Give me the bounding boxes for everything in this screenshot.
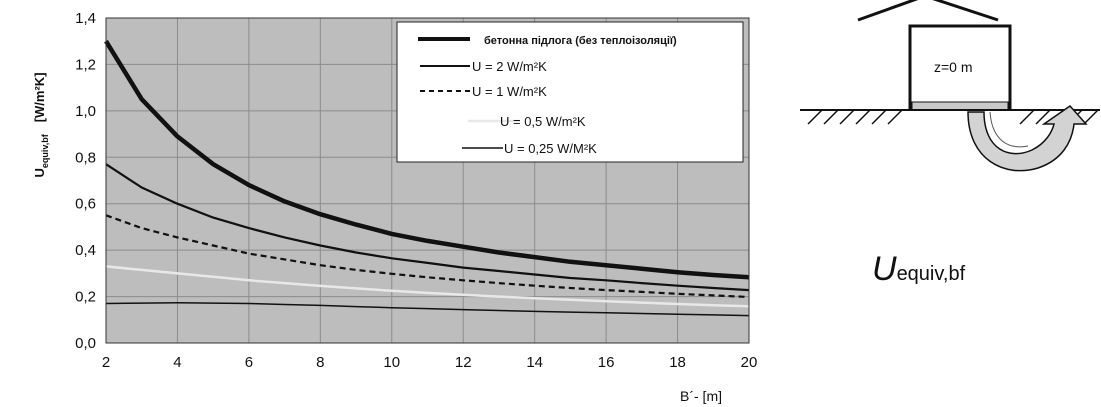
y-axis-label-sub: equiv,bf [40,133,50,168]
heat-flow-arrow-inner [989,111,1029,148]
heat-flow-arrow [967,105,1088,172]
y-axis-label-main: U [32,168,47,177]
legend-label-u025: U = 0,25 W/M²K [504,141,597,156]
x-tick-label: 12 [455,354,472,371]
x-tick-label: 16 [598,354,615,371]
x-tick-label: 2 [102,354,110,371]
series-curves [104,40,750,317]
chart-svg: 0,00,20,40,60,81,01,21,4 2 4 6 8 10 12 14 16 18 2… [32,10,758,404]
y-tick-label: 0,0 [75,335,96,352]
legend-label-concrete: бетонна підлога (без теплоізоляції) [484,35,677,47]
y-tick-label: 1,2 [75,56,96,73]
legend-label-u05: U = 0,5 W/m²K [500,114,586,129]
x-tick-label: 4 [173,354,181,371]
symbol-main: U [872,250,897,288]
house-roof [857,0,999,22]
x-tick-label: 20 [741,354,758,371]
floor-slab [911,101,1009,111]
y-axis-label-unit: [W/m²K] [32,72,47,122]
series-line-concrete [104,40,750,280]
y-tick-labels: 0,0 0,2 0,4 0,6 0,8 1,0 1,2 1,4 [75,10,96,352]
y-tick-label: 1,4 [75,10,96,27]
y-tick-label: 1,0 [75,103,96,120]
series-line-u1 [105,214,750,299]
y-tick-label: 0,4 [75,242,96,259]
plot-frame [105,17,750,344]
house-label: z=0 m [934,59,973,75]
x-tick-label: 8 [316,354,324,371]
y-tick-label: 0,6 [75,196,96,213]
x-tick-label: 18 [669,354,686,371]
y-tick-label: 0,8 [75,149,96,166]
series-line-u2 [105,163,750,292]
series-line-u05 [105,265,750,308]
house-walls [908,24,1012,110]
legend: бетонна підлога (без теплоізоляції) U = … [396,21,744,163]
legend-label-u2: U = 2 W/m²K [472,59,547,74]
y-axis-label: Uequiv,bf [W/m²K] [32,72,50,177]
house-diagram: z=0 m [800,0,1100,172]
y-tick-label: 0,2 [75,289,96,306]
x-tick-label: 14 [526,354,543,371]
x-axis-label: B´- [m] [680,388,722,404]
x-tick-label: 10 [383,354,400,371]
x-tick-labels: 2 4 6 8 10 12 14 16 18 20 [102,354,758,371]
symbol-subscript: equiv,bf [896,263,966,285]
u-equiv-symbol: Uequiv,bf [872,250,965,289]
series-line-u025 [105,302,750,317]
legend-label-u1: U = 1 W/m²K [472,84,547,99]
x-tick-label: 6 [245,354,253,371]
